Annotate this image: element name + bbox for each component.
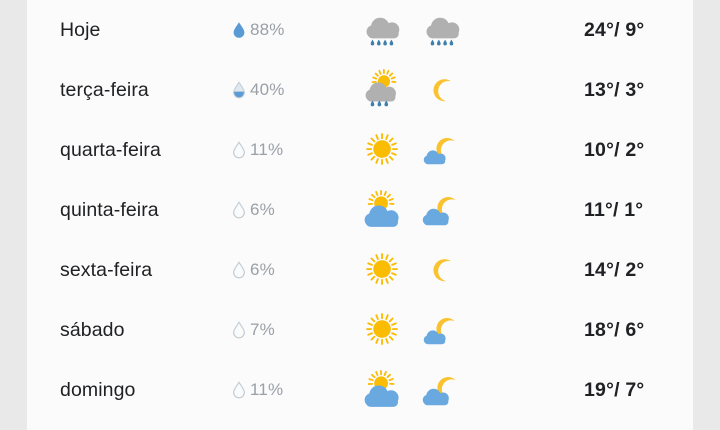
- rain-cloud-icon: [360, 8, 406, 52]
- weather-icons: [352, 308, 552, 352]
- temperature-low: 9°: [619, 18, 645, 41]
- temperature-high: 18°: [584, 318, 615, 341]
- water-drop-icon: [232, 21, 246, 39]
- precipitation-chance: 11%: [232, 140, 352, 160]
- temperature-range: 19°/ 7°: [552, 379, 693, 402]
- water-drop-icon: [232, 141, 246, 159]
- moon-behind-cloud-icon: [420, 188, 466, 232]
- precipitation-value: 11%: [250, 140, 284, 159]
- temperature-high: 10°: [584, 138, 615, 161]
- temperature-range: 13°/ 3°: [552, 79, 693, 102]
- day-label: domingo: [60, 378, 136, 401]
- moon-behind-small-cloud-icon: [420, 128, 466, 172]
- precipitation-chance: 7%: [232, 320, 352, 340]
- crescent-moon-icon: [420, 68, 466, 112]
- sun-behind-cloud-icon: [360, 188, 406, 232]
- temperature-high: 19°: [584, 378, 615, 401]
- temperature-low: 2°: [619, 138, 645, 161]
- forecast-row[interactable]: Hoje 88% 24°/ 9°: [27, 0, 693, 60]
- temperature-range: 14°/ 2°: [552, 259, 693, 282]
- day-label: quarta-feira: [60, 138, 161, 161]
- sun-icon: [360, 308, 406, 352]
- rain-cloud-icon: [420, 8, 466, 52]
- precipitation-value: 11%: [250, 380, 284, 399]
- weather-icons: [352, 368, 552, 412]
- forecast-row[interactable]: terça-feira 40% 13°/ 3°: [27, 60, 693, 120]
- water-drop-icon: [232, 201, 246, 219]
- weather-icons: [352, 8, 552, 52]
- forecast-row[interactable]: domingo 11% 19°/ 7°: [27, 360, 693, 420]
- water-drop-icon: [232, 321, 246, 339]
- forecast-card: Hoje 88% 24°/ 9° terça-feira 40% 13°/ 3° quart…: [27, 0, 693, 430]
- temperature-separator: /: [614, 138, 620, 161]
- weather-icons: [352, 248, 552, 292]
- temperature-separator: /: [614, 378, 620, 401]
- temperature-separator: /: [614, 258, 620, 281]
- temperature-separator: /: [614, 318, 620, 341]
- sun-icon: [360, 248, 406, 292]
- precipitation-value: 88%: [250, 20, 285, 39]
- day-label: Hoje: [60, 18, 101, 41]
- day-label: quinta-feira: [60, 198, 159, 221]
- temperature-low: 1°: [618, 198, 644, 221]
- temperature-low: 2°: [619, 258, 645, 281]
- forecast-row[interactable]: sexta-feira 6% 14°/ 2°: [27, 240, 693, 300]
- precipitation-chance: 88%: [232, 20, 352, 40]
- temperature-high: 14°: [584, 258, 615, 281]
- precipitation-chance: 11%: [232, 380, 352, 400]
- water-drop-icon: [232, 81, 246, 99]
- moon-behind-cloud-icon: [420, 368, 466, 412]
- temperature-range: 24°/ 9°: [552, 19, 693, 42]
- weather-icons: [352, 68, 552, 112]
- forecast-row[interactable]: sábado 7% 18°/ 6°: [27, 300, 693, 360]
- temperature-high: 13°: [584, 78, 615, 101]
- forecast-row[interactable]: quarta-feira 11% 10°/ 2°: [27, 120, 693, 180]
- crescent-moon-icon: [420, 248, 466, 292]
- temperature-low: 7°: [619, 378, 645, 401]
- weather-icons: [352, 128, 552, 172]
- precipitation-chance: 40%: [232, 80, 352, 100]
- water-drop-icon: [232, 381, 246, 399]
- temperature-separator: /: [613, 198, 619, 221]
- water-drop-icon: [232, 261, 246, 279]
- sun-behind-cloud-icon: [360, 368, 406, 412]
- precipitation-value: 40%: [250, 80, 285, 99]
- day-label: sexta-feira: [60, 258, 153, 281]
- precipitation-chance: 6%: [232, 260, 352, 280]
- temperature-range: 11°/ 1°: [552, 199, 693, 222]
- temperature-separator: /: [614, 18, 620, 41]
- temperature-high: 11°: [584, 198, 614, 221]
- day-label: terça-feira: [60, 78, 149, 101]
- moon-behind-small-cloud-icon: [420, 308, 466, 352]
- precipitation-value: 7%: [250, 320, 275, 339]
- temperature-low: 3°: [619, 78, 645, 101]
- sun-icon: [360, 128, 406, 172]
- precipitation-value: 6%: [250, 260, 275, 279]
- temperature-range: 18°/ 6°: [552, 319, 693, 342]
- temperature-range: 10°/ 2°: [552, 139, 693, 162]
- sun-behind-rain-cloud-icon: [360, 68, 406, 112]
- temperature-low: 6°: [619, 318, 645, 341]
- day-label: sábado: [60, 318, 125, 341]
- precipitation-value: 6%: [250, 200, 275, 219]
- weather-icons: [352, 188, 552, 232]
- forecast-list: Hoje 88% 24°/ 9° terça-feira 40% 13°/ 3° quart…: [27, 0, 693, 430]
- temperature-separator: /: [614, 78, 620, 101]
- forecast-row[interactable]: quinta-feira 6% 11°/ 1°: [27, 180, 693, 240]
- temperature-high: 24°: [584, 18, 615, 41]
- precipitation-chance: 6%: [232, 200, 352, 220]
